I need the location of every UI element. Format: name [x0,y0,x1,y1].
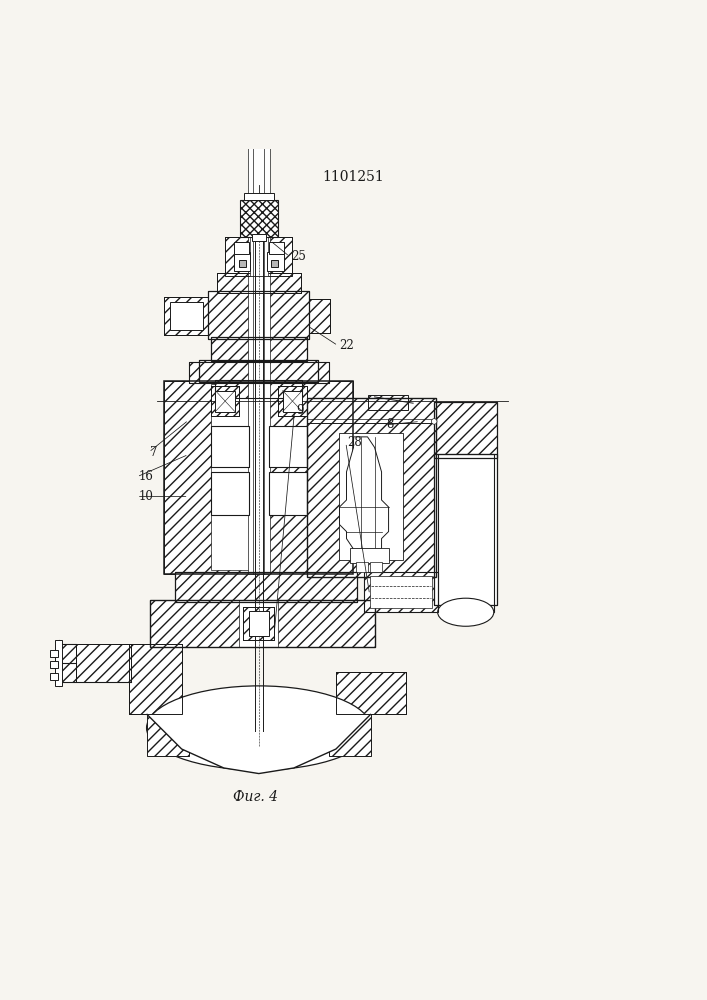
Ellipse shape [438,598,493,626]
Text: 10: 10 [138,490,153,503]
Ellipse shape [146,686,371,770]
Bar [211,337,307,361]
Bar [146,714,189,756]
Text: 8: 8 [387,418,394,431]
Bar [189,362,329,383]
Bar [243,607,274,640]
Bar [309,299,330,333]
Bar [336,672,406,714]
Text: 25: 25 [291,250,306,263]
Bar [267,252,284,271]
Bar [209,291,309,339]
Text: 16: 16 [138,470,153,483]
Bar [350,548,389,563]
Bar [58,644,76,682]
Bar [329,714,371,756]
Bar [239,600,279,647]
Bar [233,242,249,254]
Bar [250,237,268,276]
Bar [279,386,307,416]
Bar [336,672,406,714]
Bar [49,661,58,668]
Bar [164,381,354,574]
Bar [76,644,131,682]
Text: 9: 9 [296,404,303,417]
Bar [269,242,284,254]
Bar [211,386,239,416]
Bar [271,260,279,267]
Text: Фиг. 4: Фиг. 4 [233,790,278,804]
Bar [239,260,246,267]
Bar [225,237,293,276]
Bar [309,299,330,333]
Bar [129,644,182,714]
Bar [364,572,438,612]
Bar [216,380,303,398]
Bar [211,386,239,416]
Bar [434,454,497,605]
Bar [150,600,375,647]
Bar [364,572,438,612]
Bar [58,644,76,682]
Text: 28: 28 [347,436,362,449]
Bar [269,426,307,467]
Bar [233,252,250,271]
Bar [164,381,354,574]
Bar [225,237,293,276]
Bar [368,395,408,410]
Bar [243,607,274,640]
Bar [211,426,249,467]
Bar [247,111,270,574]
Bar [370,562,382,572]
Bar [269,472,307,515]
Bar [164,297,209,335]
Bar [249,243,269,339]
Text: 22: 22 [339,339,354,352]
Bar [307,398,436,577]
Polygon shape [146,714,371,774]
Bar [170,302,203,330]
Bar [240,200,278,237]
Bar [55,640,62,686]
Bar [129,644,182,714]
Bar [199,360,318,382]
Bar [339,433,402,560]
Bar [434,454,497,605]
Bar [199,360,318,382]
Bar [211,384,262,570]
Bar [175,572,357,602]
Bar [356,562,368,572]
Bar [249,611,269,636]
Bar [211,337,307,361]
Bar [252,234,266,241]
Bar [217,273,301,293]
Circle shape [431,419,437,424]
Bar [279,386,307,416]
Bar [150,600,375,647]
Bar [434,402,497,458]
Polygon shape [339,437,389,549]
Bar [283,391,303,412]
Bar [438,454,493,612]
Bar [175,572,357,602]
Bar [217,273,301,293]
Bar [211,472,249,515]
Bar [244,193,274,200]
Bar [307,398,436,577]
Bar [216,391,235,412]
Bar [434,402,497,458]
Bar [76,644,131,682]
Bar [49,673,58,680]
Text: 7: 7 [150,446,158,459]
Bar [49,650,58,657]
Bar [164,297,209,335]
Bar [370,576,432,608]
Text: 1101251: 1101251 [322,170,385,184]
Bar [209,291,309,339]
Bar [189,362,329,383]
Bar [216,380,303,398]
